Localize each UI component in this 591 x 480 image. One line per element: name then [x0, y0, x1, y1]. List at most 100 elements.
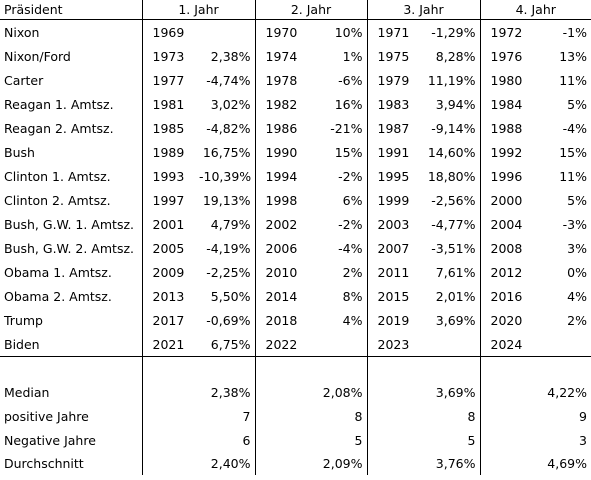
spacer-cell — [479, 356, 591, 380]
year-cell: 1988 — [479, 116, 534, 140]
stat-value: 2,38% — [141, 380, 255, 404]
return-cell: -2,25% — [206, 264, 251, 280]
year-cell: 1990 — [254, 140, 309, 164]
year-cell: 1992 — [479, 140, 534, 164]
return-cell: 4% — [567, 288, 587, 304]
return-cell: -4,77% — [431, 216, 476, 232]
return-cell: 4,79% — [210, 216, 251, 232]
year-cell: 1971 — [366, 19, 421, 44]
year-cell: 2001 — [141, 212, 196, 236]
year-cell: 2014 — [254, 284, 309, 308]
table-row: Obama 1. Amtsz. 2009 -2,25% 2010 2% 2011 7,61%… — [0, 260, 591, 284]
return-cell: -21% — [330, 120, 363, 136]
stat-value: 4,69% — [479, 452, 591, 475]
return-cell: 5% — [567, 96, 587, 112]
year-cell: 2021 — [141, 332, 196, 357]
year-cell: 2009 — [141, 260, 196, 284]
president-name: Clinton 1. Amtsz. — [4, 168, 111, 184]
return-cell: 3,69% — [435, 312, 476, 328]
stat-value: 2,09% — [254, 452, 367, 475]
return-cell: 5,50% — [210, 288, 251, 304]
stat-value: 5 — [254, 428, 367, 452]
stats-row: Negative Jahre 6 5 5 3 — [0, 428, 591, 452]
president-name: Nixon — [4, 24, 40, 40]
table-row: Reagan 1. Amtsz. 1981 3,02% 1982 16% 1983 3,94… — [0, 92, 591, 116]
spacer-cell — [0, 357, 142, 381]
return-cell: 16% — [334, 96, 363, 112]
table-row: Biden 2021 6,75% 2022 2023 2024 — [0, 332, 591, 357]
table-row: Trump 2017 -0,69% 2018 4% 2019 3,69% 2020 2% — [0, 308, 591, 332]
stat-label: Durchschnitt — [4, 456, 84, 471]
return-cell: 10% — [334, 24, 363, 40]
year-cell: 1972 — [479, 19, 534, 44]
year-cell: 2003 — [366, 212, 421, 236]
year-cell: 2008 — [479, 236, 534, 260]
stat-value: 3,69% — [366, 380, 480, 404]
return-cell: -4,82% — [206, 120, 251, 136]
year-cell: 1981 — [141, 92, 196, 116]
president-name: Trump — [4, 312, 43, 328]
return-cell: 8% — [342, 288, 363, 304]
year-cell: 2006 — [254, 236, 309, 260]
year-cell: 1986 — [254, 116, 309, 140]
year-cell: 1982 — [254, 92, 309, 116]
stat-value: 2,40% — [141, 452, 255, 475]
return-cell: 7,61% — [435, 264, 476, 280]
return-cell — [196, 20, 255, 45]
spacer-cell — [141, 356, 255, 380]
year-cell: 1983 — [366, 92, 421, 116]
year-cell: 2013 — [141, 284, 196, 308]
stats-row: Durchschnitt 2,40% 2,09% 3,76% 4,69% — [0, 452, 591, 475]
president-name: Bush, G.W. 1. Amtsz. — [4, 216, 134, 232]
year-cell: 2010 — [254, 260, 309, 284]
return-cell: -1,29% — [431, 24, 476, 40]
return-cell: -10,39% — [199, 168, 252, 184]
stats-row: positive Jahre 7 8 8 9 — [0, 404, 591, 428]
return-cell: 2,38% — [210, 48, 251, 64]
year-cell: 1977 — [141, 68, 196, 92]
stat-value: 5 — [366, 428, 480, 452]
president-name: Reagan 2. Amtsz. — [4, 120, 114, 136]
year-cell: 2020 — [479, 308, 534, 332]
return-cell: -3,51% — [431, 240, 476, 256]
stat-value: 2,08% — [254, 380, 367, 404]
spacer-cell — [254, 356, 367, 380]
year1-header: 1. Jahr — [141, 0, 255, 20]
stat-value: 7 — [141, 404, 255, 428]
president-name: Carter — [4, 72, 44, 88]
return-cell: 6,75% — [196, 332, 255, 357]
return-cell: -1% — [562, 24, 587, 40]
return-cell: -0,69% — [206, 312, 251, 328]
stat-value: 3,76% — [366, 452, 480, 475]
year-cell: 2015 — [366, 284, 421, 308]
return-cell — [534, 332, 591, 357]
return-cell — [309, 332, 367, 357]
president-name: Obama 1. Amtsz. — [4, 264, 112, 280]
year-cell: 1980 — [479, 68, 534, 92]
return-cell: 11% — [559, 168, 587, 184]
year-cell: 2012 — [479, 260, 534, 284]
return-cell: 0% — [567, 264, 587, 280]
year-cell: 2007 — [366, 236, 421, 260]
year-cell: 1997 — [141, 188, 196, 212]
header-row: Präsident 1. Jahr 2. Jahr 3. Jahr 4. Jah… — [0, 0, 591, 20]
spacer-row — [0, 356, 591, 381]
return-cell: -3% — [562, 216, 587, 232]
president-name: Bush — [4, 144, 35, 160]
year-cell: 1993 — [141, 164, 196, 188]
stat-value: 8 — [366, 404, 480, 428]
return-cell: 15% — [559, 144, 587, 160]
return-cell: 2% — [567, 312, 587, 328]
return-cell: -4,74% — [206, 72, 251, 88]
year-cell: 1973 — [141, 44, 196, 68]
year-cell: 1994 — [254, 164, 309, 188]
table-row: Bush 1989 16,75% 1990 15% 1991 14,60% 1992 15% — [0, 140, 591, 164]
table-row: Nixon/Ford 1973 2,38% 1974 1% 1975 8,28% 1976 13… — [0, 44, 591, 68]
return-cell: 15% — [334, 144, 363, 160]
president-name: Obama 2. Amtsz. — [4, 288, 112, 304]
year-cell: 1999 — [366, 188, 421, 212]
year-cell: 1974 — [254, 44, 309, 68]
year-cell: 2019 — [366, 308, 421, 332]
stat-value: 3 — [479, 428, 591, 452]
